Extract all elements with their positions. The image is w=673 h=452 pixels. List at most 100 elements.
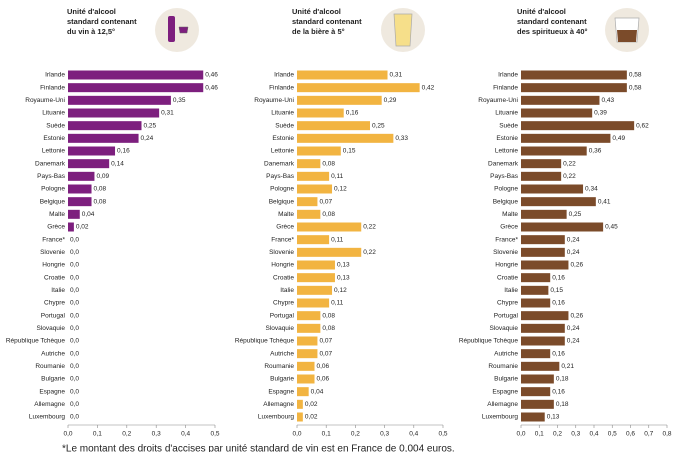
category-label: Slovaquie	[265, 325, 294, 332]
value-label: 0,22	[563, 160, 576, 167]
category-label: Allemagne	[34, 401, 65, 408]
bar	[521, 209, 567, 219]
category-label: Danemark	[35, 160, 66, 167]
bar	[297, 95, 382, 105]
category-label: Luxembourg	[29, 414, 66, 421]
value-label: 0,15	[343, 148, 356, 155]
value-label: 0,24	[567, 325, 580, 332]
bar	[521, 159, 562, 169]
value-label: 0,62	[636, 122, 649, 129]
value-label: 0,41	[598, 198, 611, 205]
bar	[68, 222, 74, 232]
wine-icon	[155, 8, 199, 52]
category-label: Pays-Bas	[490, 173, 519, 180]
bar	[68, 159, 110, 169]
bar	[297, 260, 335, 270]
bar	[521, 171, 562, 181]
value-label: 0,0	[70, 388, 79, 395]
value-label: 0,14	[111, 160, 124, 167]
bar	[297, 412, 303, 422]
category-label: Chypre	[497, 300, 518, 307]
value-label: 0,46	[205, 72, 218, 79]
category-label: Slovaquie	[36, 325, 65, 332]
value-label: 0,07	[319, 198, 332, 205]
category-label: France*	[495, 236, 518, 243]
category-label: Pays-Bas	[37, 173, 66, 180]
bar	[521, 323, 565, 333]
bar	[521, 197, 596, 207]
value-label: 0,0	[70, 363, 79, 370]
bar	[297, 197, 318, 207]
value-label: 0,0	[70, 376, 79, 383]
category-label: Allemagne	[263, 401, 294, 408]
value-label: 0,25	[144, 122, 157, 129]
category-label: Slovenie	[493, 249, 518, 256]
bar	[521, 235, 565, 245]
category-label: Finlande	[269, 84, 294, 91]
value-label: 0,0	[70, 274, 79, 281]
value-label: 0,58	[629, 84, 642, 91]
bar	[521, 387, 551, 397]
category-label: Lituanie	[271, 110, 294, 117]
bar	[521, 184, 584, 194]
value-label: 0,31	[390, 72, 403, 79]
chart-title: Unité d'alcool	[67, 7, 116, 16]
value-label: 0,45	[605, 224, 618, 231]
category-label: Danemark	[264, 160, 295, 167]
x-tick-label: 0,1	[535, 431, 544, 438]
bar	[68, 121, 142, 131]
chart-title: standard contenant	[292, 17, 362, 26]
value-label: 0,0	[70, 249, 79, 256]
value-label: 0,13	[337, 274, 350, 281]
value-label: 0,49	[612, 135, 625, 142]
x-tick-label: 0,5	[438, 431, 447, 438]
category-label: France*	[42, 236, 65, 243]
category-label: Bulgarie	[494, 376, 518, 383]
bar	[297, 133, 394, 143]
bar	[521, 222, 604, 232]
bar	[68, 95, 171, 105]
bar	[521, 374, 554, 384]
value-label: 0,08	[94, 198, 107, 205]
bar	[68, 209, 80, 219]
category-label: Malte	[278, 211, 294, 218]
x-tick-label: 0,7	[644, 431, 653, 438]
category-label: Espagne	[39, 388, 65, 395]
bar	[68, 197, 92, 207]
bar	[521, 336, 565, 346]
x-tick-label: 0,5	[210, 431, 219, 438]
bar	[297, 311, 321, 321]
category-label: Autriche	[494, 350, 518, 357]
category-label: Espagne	[492, 388, 518, 395]
category-label: France*	[271, 236, 294, 243]
category-label: Pays-Bas	[266, 173, 295, 180]
category-label: Portugal	[41, 312, 66, 319]
value-label: 0,02	[76, 224, 89, 231]
category-label: Hongrie	[271, 262, 294, 269]
category-label: Slovenie	[269, 249, 294, 256]
category-label: Estonie	[43, 135, 65, 142]
value-label: 0,42	[422, 84, 435, 91]
category-label: Portugal	[270, 312, 295, 319]
category-label: Royaume-Uni	[254, 97, 294, 104]
category-label: Roumanie	[35, 363, 65, 370]
x-tick-label: 0,2	[122, 431, 131, 438]
value-label: 0,04	[82, 211, 95, 218]
value-label: 0,0	[70, 300, 79, 307]
bottle-icon	[168, 16, 175, 42]
bar	[68, 133, 139, 143]
bar	[297, 399, 303, 409]
bar	[68, 108, 160, 118]
x-tick-label: 0,3	[571, 431, 580, 438]
category-label: Finlande	[493, 84, 518, 91]
value-label: 0,08	[322, 312, 335, 319]
value-label: 0,11	[331, 173, 344, 180]
bar	[297, 336, 318, 346]
x-tick-label: 0,6	[626, 431, 635, 438]
value-label: 0,26	[570, 312, 583, 319]
value-label: 0,0	[70, 287, 79, 294]
value-label: 0,11	[331, 236, 344, 243]
bar	[297, 374, 315, 384]
